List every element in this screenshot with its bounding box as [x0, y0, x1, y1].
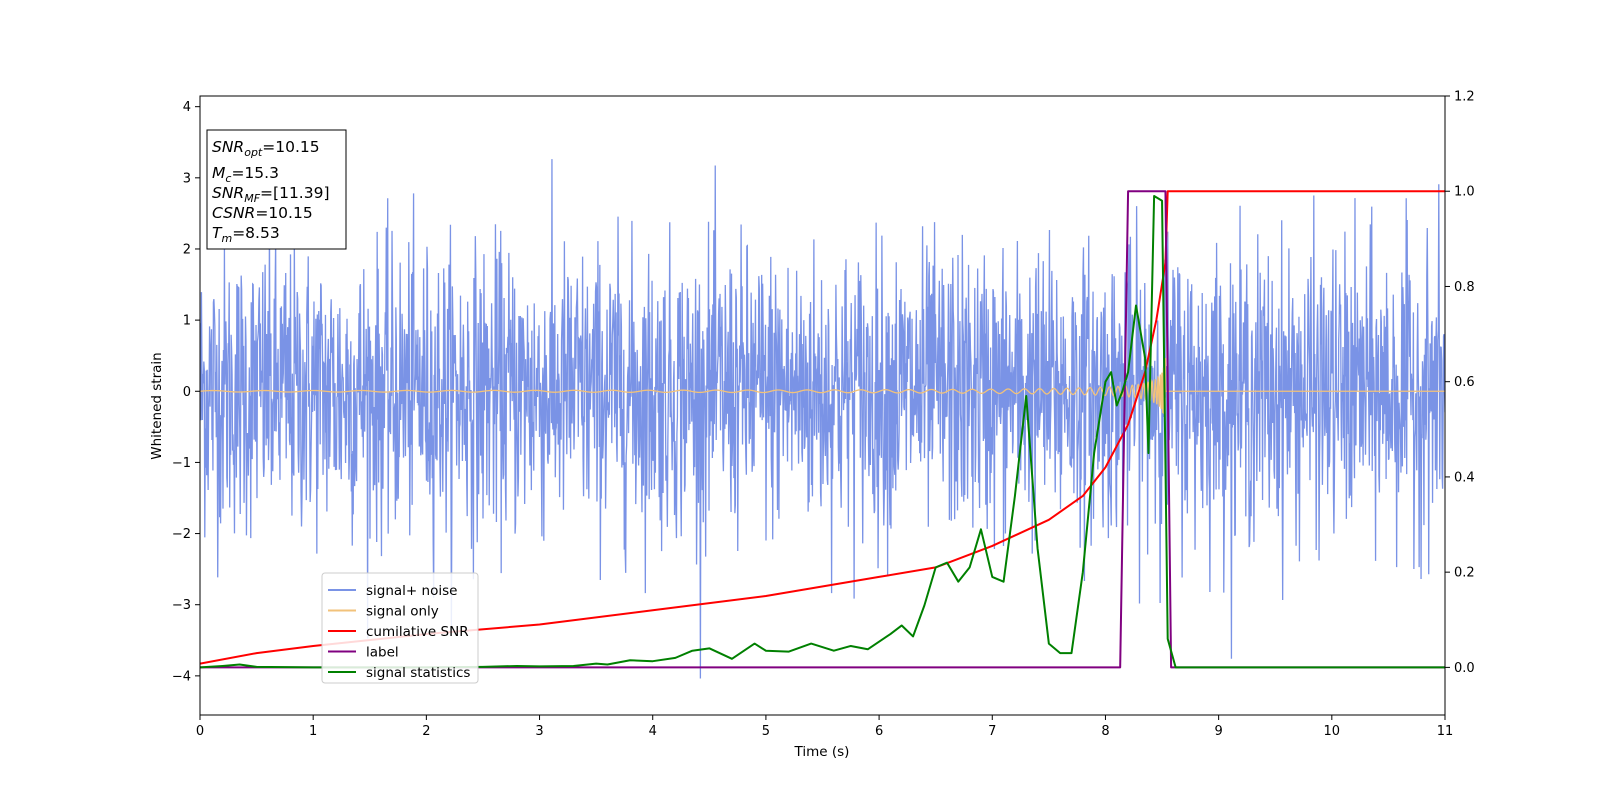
info-mc: Mc=15.3 — [212, 164, 279, 185]
info-snr-mf: SNRMF=[11.39] — [212, 184, 330, 205]
x-tick-label: 3 — [535, 724, 543, 739]
legend-entries: signal+ noise signal only cumilative SNR la… — [328, 583, 470, 681]
info-csnr: CSNR=10.15 — [212, 204, 313, 222]
x-tick-label: 4 — [649, 724, 657, 739]
x-axis-label: Time (s) — [794, 744, 850, 760]
y-right-axis-ticks: 0.0 0.2 0.4 0.6 0.8 1.0 1.2 — [1445, 90, 1475, 676]
y-axis-label: Whitened strain — [149, 352, 165, 459]
x-tick-label: 8 — [1101, 724, 1109, 739]
legend-label: cumilative SNR — [366, 624, 469, 640]
series-signal-only-line — [200, 357, 1445, 422]
legend-label: signal only — [366, 604, 439, 620]
info-tm: Tm=8.53 — [212, 224, 280, 245]
legend: signal+ noise signal only cumilative SNR la… — [321, 572, 479, 684]
y-left-tick-label: −1 — [172, 456, 191, 471]
y-right-tick-label: 0.8 — [1454, 280, 1475, 295]
x-tick-label: 9 — [1214, 724, 1222, 739]
y-right-tick-label: 1.0 — [1454, 185, 1475, 200]
y-left-tick-label: 0 — [183, 385, 191, 400]
y-right-tick-label: 0.6 — [1454, 375, 1475, 390]
signal-only-layer — [200, 357, 1445, 422]
y-right-tick-label: 0.0 — [1454, 661, 1475, 676]
y-left-tick-label: −3 — [172, 598, 191, 613]
info-snr-opt: SNRopt=10.15 — [212, 138, 320, 159]
y-left-tick-label: 1 — [183, 314, 191, 329]
y-left-axis-ticks: −4 −3 −2 −1 0 1 2 3 4 — [172, 100, 200, 684]
x-tick-label: 2 — [422, 724, 430, 739]
y-left-tick-label: 3 — [183, 171, 191, 186]
x-tick-label: 5 — [762, 724, 770, 739]
plot-frame — [199, 95, 1446, 716]
legend-label: label — [366, 645, 399, 661]
y-left-tick-label: −4 — [172, 669, 191, 684]
series-signal-noise-line — [200, 159, 1445, 679]
x-tick-label: 6 — [875, 724, 883, 739]
x-tick-label: 7 — [988, 724, 996, 739]
y-left-tick-label: 2 — [183, 242, 191, 257]
y-left-tick-label: 4 — [183, 100, 191, 115]
x-tick-label: 11 — [1437, 724, 1454, 739]
y-right-tick-label: 0.2 — [1454, 566, 1475, 581]
legend-label: signal statistics — [366, 665, 470, 681]
info-box-frame — [206, 129, 347, 250]
y-right-tick-label: 1.2 — [1454, 90, 1475, 105]
legend-label: signal+ noise — [366, 583, 457, 599]
x-tick-label: 0 — [196, 724, 204, 739]
info-box: SNRopt=10.15 Mc=15.3 SNRMF=[11.39] CSNR=… — [206, 129, 347, 250]
y-right-tick-label: 0.4 — [1454, 470, 1475, 485]
series-signal-statistics-line — [200, 194, 1445, 669]
y-left-tick-label: −2 — [172, 527, 191, 542]
signal-noise-layer — [200, 159, 1445, 679]
x-tick-label: 10 — [1324, 724, 1341, 739]
x-tick-label: 1 — [309, 724, 317, 739]
legend-frame — [321, 572, 479, 684]
x-axis-ticks: 0 1 2 3 4 5 6 7 8 9 10 11 — [196, 715, 1453, 739]
